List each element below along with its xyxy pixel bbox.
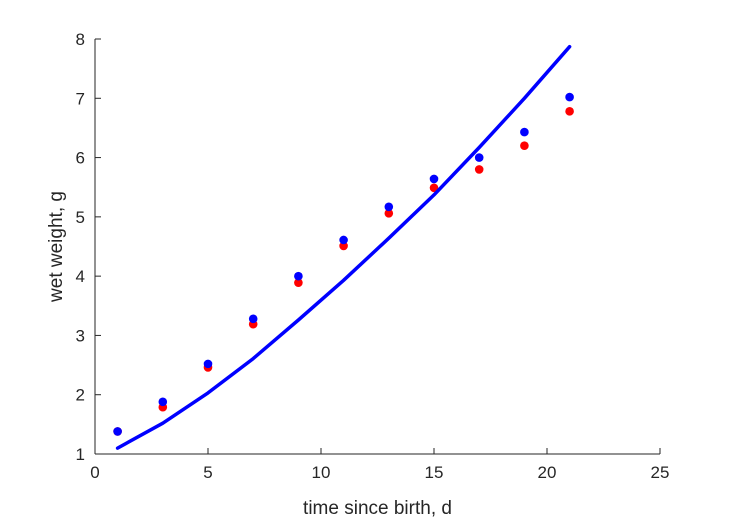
data-point-series-1 bbox=[339, 241, 348, 251]
x-tick-label: 0 bbox=[90, 463, 99, 482]
data-point-series-2 bbox=[248, 314, 258, 324]
data-point-series-1 bbox=[474, 165, 484, 174]
data-point-series-2 bbox=[339, 235, 348, 245]
y-tick-label: 6 bbox=[76, 149, 85, 168]
data-point-series-1 bbox=[384, 209, 394, 218]
plot-marks bbox=[113, 44, 574, 450]
y-tick-label: 7 bbox=[76, 89, 85, 108]
data-point-series-1 bbox=[520, 141, 529, 151]
y-tick-label: 2 bbox=[76, 386, 85, 405]
data-point-series-2 bbox=[474, 153, 484, 162]
data-point-series-1 bbox=[429, 183, 439, 193]
y-tick-label: 3 bbox=[76, 326, 85, 345]
data-point-series-1 bbox=[294, 278, 303, 287]
x-tick-label: 25 bbox=[651, 463, 670, 482]
x-tick-label: 10 bbox=[312, 463, 331, 482]
data-point-series-2 bbox=[113, 427, 122, 436]
axes: 0 5 10 15 20 25 1 2 3 4 5 6 7 8 bbox=[76, 30, 670, 482]
x-tick-label: 15 bbox=[425, 463, 444, 482]
data-point-series-2 bbox=[384, 202, 394, 212]
data-point-series-2 bbox=[294, 271, 303, 281]
data-point-series-2 bbox=[203, 359, 213, 369]
x-axis-label: time since birth, d bbox=[303, 498, 452, 519]
data-point-series-2 bbox=[429, 174, 439, 184]
data-point-series-2 bbox=[565, 92, 574, 102]
y-tick-label: 8 bbox=[76, 30, 85, 49]
x-tick-label: 20 bbox=[538, 463, 557, 482]
data-point-series-1 bbox=[565, 107, 574, 116]
data-point-series-2 bbox=[520, 127, 529, 137]
y-axis-label: wet weight, g bbox=[46, 191, 67, 303]
x-tick-label: 5 bbox=[203, 463, 212, 482]
y-tick-label: 1 bbox=[76, 445, 85, 464]
y-tick-label: 4 bbox=[76, 267, 85, 286]
model-curve bbox=[115, 44, 572, 450]
data-point-series-2 bbox=[158, 397, 168, 407]
y-tick-label: 5 bbox=[76, 208, 85, 227]
